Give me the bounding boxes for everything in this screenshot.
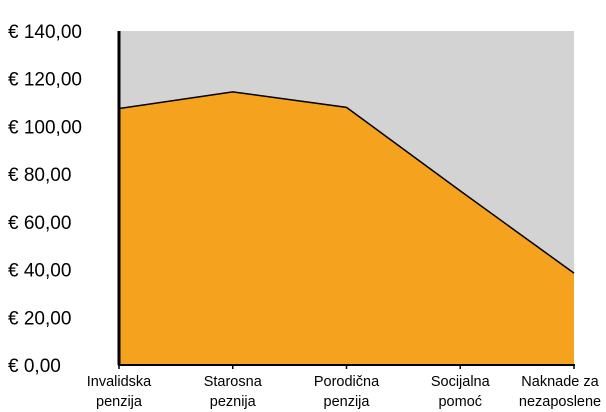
x-category-label-2-line-1: Starosna xyxy=(204,374,263,390)
x-category-label-4-line-1: Socijalna xyxy=(431,374,491,390)
x-category-label-2-line-2: peznija xyxy=(210,394,257,410)
series-area xyxy=(119,91,574,365)
y-tick-label-0: € 0,00 xyxy=(8,356,61,377)
y-tick-label-2: € 40,00 xyxy=(8,261,71,282)
x-category-label-5-line-1: Naknade za xyxy=(521,374,599,390)
y-tick-labels: € 0,00 € 20,00 € 40,00 € 60,00 € 80,00 € 100,… xyxy=(8,22,82,377)
y-tick-label-4: € 80,00 xyxy=(8,165,71,186)
x-category-label-1-line-1: Invalidska xyxy=(87,374,152,390)
y-tick-label-3: € 60,00 xyxy=(8,213,71,234)
y-tick-label-5: € 100,00 xyxy=(8,117,82,138)
x-category-labels: Invalidska penzija Starosna peznija Porodičn… xyxy=(87,374,601,410)
y-tick-label-1: € 20,00 xyxy=(8,308,71,329)
x-category-label-1-line-2: penzija xyxy=(96,394,143,410)
x-category-label-5-line-2: nezaposlene xyxy=(519,394,601,410)
y-tick-label-7: € 140,00 xyxy=(8,22,82,43)
x-category-label-4-line-2: pomoć xyxy=(438,394,482,410)
axes xyxy=(117,31,575,369)
x-category-label-3-line-1: Porodična xyxy=(314,374,380,390)
x-category-label-3-line-2: penzija xyxy=(324,394,371,410)
area-series-layer xyxy=(118,91,575,365)
y-tick-label-6: € 120,00 xyxy=(8,70,82,91)
